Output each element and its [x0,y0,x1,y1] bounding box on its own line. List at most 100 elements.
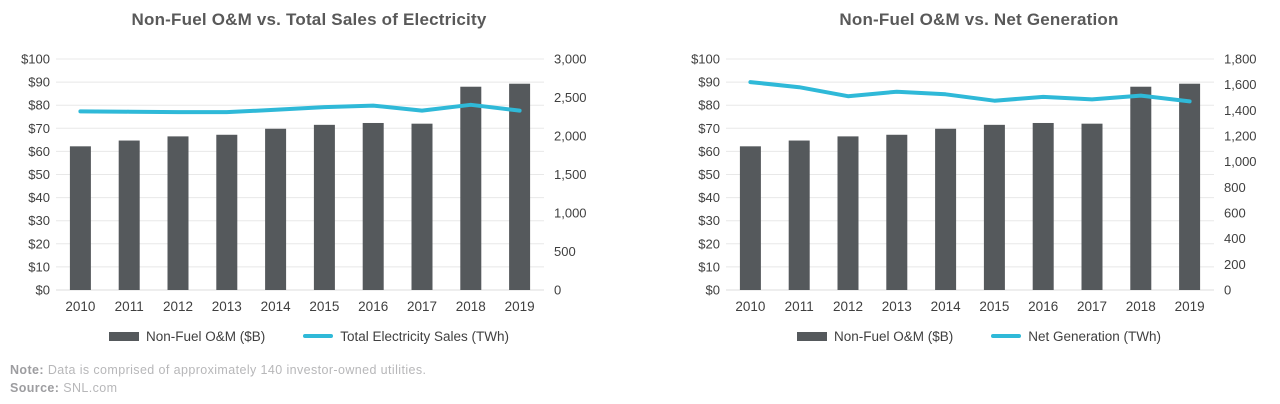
bar [788,140,810,290]
right-axis-tick-label: 500 [554,244,576,259]
x-axis-year-label: 2016 [1028,299,1058,314]
x-axis-year-label: 2017 [407,299,437,314]
legend-item: Non-Fuel O&M ($B) [796,328,954,344]
chart-legend: Non-Fuel O&M ($B) Total Electricity Sales… [4,326,614,346]
right-axis-tick-label: 2,500 [554,90,587,105]
x-axis-year-label: 2011 [785,299,814,314]
bar [739,146,761,290]
bar [313,124,335,291]
x-axis-year-label: 2014 [261,299,292,314]
bar [935,128,957,290]
right-axis-tick-label: 3,000 [554,52,587,67]
right-axis-tick-label: 0 [1224,283,1231,298]
chart-title: Non-Fuel O&M vs. Net Generation [839,10,1119,29]
note-label: Note: [10,363,44,377]
bar [118,140,140,290]
bar [1179,83,1201,290]
bar [886,134,908,290]
note-text: Data is comprised of approximately 140 i… [43,363,427,377]
chart-plot-area: $0 $10 $20 $30 $40 $50 $60 $70 $80 $90 $100 0 500 1,0… [4,44,614,316]
x-axis-year-label: 2013 [882,299,912,314]
bar [411,123,433,291]
right-axis-tick-label: 1,600 [1224,77,1257,92]
bar [265,128,287,290]
left-axis-tick-label: $90 [698,75,720,90]
x-axis-year-label: 2012 [833,299,863,314]
chart-svg: $0 $10 $20 $30 $40 $50 $60 $70 $80 $90 $100 0 500 1,0… [21,52,587,315]
x-axis-year-label: 2019 [1175,299,1205,314]
note-line: Note: Data is comprised of approximately… [10,361,426,379]
legend-item: Total Electricity Sales (TWh) [303,329,509,344]
left-axis-tick-label: $80 [698,98,720,113]
x-axis-year-label: 2010 [735,299,765,314]
left-axis-tick-label: $10 [698,259,720,274]
left-axis-tick-label: $30 [28,213,50,228]
chart-plot-area: $0 $10 $20 $30 $40 $50 $60 $70 $80 $90 $100 0 200 400… [674,44,1280,316]
legend-label: Net Generation (TWh) [1028,328,1162,344]
left-axis-tick-label: $60 [28,144,50,159]
right-axis-tick-label: 600 [1224,206,1246,221]
left-axis-tick-label: $0 [36,283,50,298]
legend-line-swatch-icon [991,334,1022,338]
source-line: Source: SNL.com [10,379,426,397]
bar [69,146,91,290]
trend-line [748,80,1192,104]
left-axis-tick-label: $40 [28,190,50,205]
bar [460,86,482,290]
left-axis-tick-label: $0 [706,283,720,298]
bar [837,136,859,290]
left-axis-tick-label: $50 [698,167,720,182]
left-axis-tick-label: $20 [28,236,50,251]
bar [167,136,189,290]
right-axis-tick-label: 1,500 [554,167,587,182]
x-axis-year-label: 2018 [456,299,486,314]
right-axis-tick-label: 2,000 [554,129,587,144]
x-axis-year-label: 2015 [979,299,1009,314]
legend-item: Non-Fuel O&M ($B) [108,328,266,344]
x-axis-year-label: 2012 [163,299,193,314]
footnotes: Note: Data is comprised of approximately… [10,361,426,397]
right-axis-tick-label: 1,800 [1224,52,1257,67]
legend-bar-swatch-icon [108,331,139,341]
left-axis-tick-label: $20 [698,236,720,251]
left-axis-tick-label: $50 [28,167,50,182]
right-axis-tick-label: 1,000 [1224,154,1257,169]
x-axis-year-label: 2018 [1126,299,1156,314]
left-axis-tick-label: $60 [698,144,720,159]
x-axis-year-label: 2014 [931,299,962,314]
right-axis-tick-label: 1,000 [554,206,587,221]
bar [509,83,531,290]
legend-item: Net Generation (TWh) [991,329,1161,344]
bar [216,134,238,290]
left-axis-tick-label: $90 [28,75,50,90]
x-axis-year-label: 2015 [309,299,339,314]
chart-left-section: Non-Fuel O&M vs. Total Sales of Electric… [4,6,614,346]
bar [1032,122,1054,290]
bar [1130,86,1152,290]
x-axis-year-label: 2011 [115,299,144,314]
source-text: SNL.com [59,381,118,395]
left-axis-tick-label: $40 [698,190,720,205]
legend-label: Non-Fuel O&M ($B) [145,328,266,344]
bar [1081,123,1103,291]
legend-bar-swatch-icon [796,331,827,341]
trend-line [78,102,522,115]
right-axis-tick-label: 1,400 [1224,103,1257,118]
left-axis-tick-label: $10 [28,259,50,274]
bar [362,122,384,290]
chart-legend: Non-Fuel O&M ($B) Net Generation (TWh) [674,326,1280,346]
legend-label: Total Electricity Sales (TWh) [340,328,510,344]
chart-title: Non-Fuel O&M vs. Total Sales of Electric… [131,10,487,29]
x-axis-year-label: 2016 [358,299,388,314]
left-axis-tick-label: $100 [21,52,50,67]
left-axis-tick-label: $80 [28,98,50,113]
right-axis-tick-label: 200 [1224,257,1246,272]
left-axis-tick-label: $100 [691,52,720,67]
right-axis-tick-label: 400 [1224,231,1246,246]
legend-label: Non-Fuel O&M ($B) [833,328,954,344]
left-axis-tick-label: $30 [698,213,720,228]
chart-svg: $0 $10 $20 $30 $40 $50 $60 $70 $80 $90 $100 0 200 400… [691,52,1257,315]
right-axis-tick-label: 0 [554,283,561,298]
source-label: Source: [10,381,60,395]
